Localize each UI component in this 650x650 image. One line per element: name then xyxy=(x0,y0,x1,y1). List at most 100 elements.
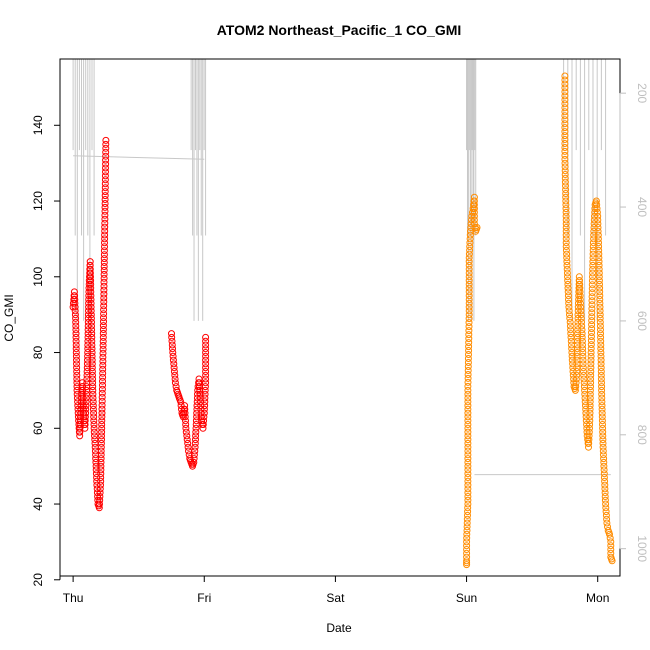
data-point xyxy=(465,292,473,300)
data-point xyxy=(594,231,602,239)
data-point xyxy=(168,337,176,345)
data-point xyxy=(601,485,609,493)
data-point xyxy=(97,477,105,485)
data-point xyxy=(100,274,108,282)
data-point xyxy=(590,235,598,243)
data-point xyxy=(562,216,570,224)
data-point xyxy=(565,303,573,311)
data-point xyxy=(102,148,110,156)
data-point xyxy=(101,188,109,196)
data-point xyxy=(90,428,98,436)
data-point xyxy=(99,357,107,365)
data-point xyxy=(79,383,86,391)
data-point xyxy=(199,421,207,428)
data-point xyxy=(95,504,103,512)
data-point xyxy=(588,321,596,329)
data-point xyxy=(82,394,90,402)
data-point xyxy=(585,443,592,451)
data-point xyxy=(193,405,201,413)
data-point xyxy=(594,224,602,231)
data-point xyxy=(562,182,569,190)
data-point xyxy=(98,409,106,417)
data-point xyxy=(87,277,95,285)
data-point xyxy=(595,277,603,285)
data-point xyxy=(469,208,476,216)
data-point xyxy=(561,112,569,120)
data-point xyxy=(562,201,570,209)
data-point xyxy=(465,296,473,303)
data-point xyxy=(579,356,587,364)
data-point xyxy=(71,296,79,303)
data-point xyxy=(588,289,596,297)
data-point xyxy=(464,367,472,374)
data-point xyxy=(595,243,603,250)
data-point xyxy=(100,314,107,322)
data-point xyxy=(596,322,604,330)
data-point xyxy=(464,470,472,478)
data-point xyxy=(561,120,569,128)
data-point xyxy=(588,329,595,337)
data-point xyxy=(72,330,80,338)
data-point xyxy=(598,386,606,394)
data-point xyxy=(99,322,107,330)
data-point xyxy=(87,292,95,300)
data-point xyxy=(587,383,594,391)
data-point xyxy=(585,428,593,436)
data-point xyxy=(594,227,602,235)
data-point xyxy=(577,303,585,311)
data-point xyxy=(98,417,106,425)
data-point xyxy=(600,455,608,463)
data-point xyxy=(465,277,473,285)
data-point xyxy=(89,405,97,413)
data-point xyxy=(582,409,590,417)
data-point xyxy=(184,439,192,447)
data-point xyxy=(87,311,95,319)
data-point xyxy=(572,375,580,383)
data-point xyxy=(88,330,96,338)
data-point xyxy=(101,176,109,184)
data-point xyxy=(463,519,471,527)
data-point xyxy=(202,337,210,345)
data-point xyxy=(98,393,106,401)
data-point xyxy=(465,265,473,273)
data-point xyxy=(101,203,109,211)
data-point xyxy=(201,394,209,402)
data-point xyxy=(465,269,473,277)
data-point xyxy=(561,84,569,92)
data-point xyxy=(88,326,96,334)
y-tick-label: 40 xyxy=(31,497,45,511)
data-point xyxy=(561,151,569,159)
data-point xyxy=(87,299,95,307)
data-point xyxy=(89,371,96,379)
data-point xyxy=(582,402,589,410)
data-point xyxy=(464,511,471,519)
data-point xyxy=(100,251,108,259)
y2-tick-label: 400 xyxy=(635,197,649,217)
data-point xyxy=(564,277,572,285)
data-point xyxy=(470,201,478,209)
data-point xyxy=(168,333,176,341)
data-point xyxy=(99,333,107,341)
data-point xyxy=(97,443,105,451)
data-point xyxy=(464,504,472,512)
data-point xyxy=(464,371,472,378)
data-point xyxy=(586,394,594,402)
data-point xyxy=(593,208,601,216)
data-point xyxy=(593,201,601,209)
data-point xyxy=(562,186,570,194)
data-point xyxy=(192,428,200,436)
data-point xyxy=(562,235,570,243)
data-point xyxy=(202,360,210,368)
data-point xyxy=(465,258,473,266)
data-point xyxy=(190,455,198,463)
data-point xyxy=(579,352,587,360)
data-point xyxy=(101,192,109,200)
data-point xyxy=(202,333,210,341)
data-point xyxy=(82,398,90,406)
data-point xyxy=(202,371,210,379)
data-point xyxy=(464,405,472,413)
data-point xyxy=(588,313,596,321)
data-point xyxy=(99,341,107,349)
data-point xyxy=(72,322,80,330)
